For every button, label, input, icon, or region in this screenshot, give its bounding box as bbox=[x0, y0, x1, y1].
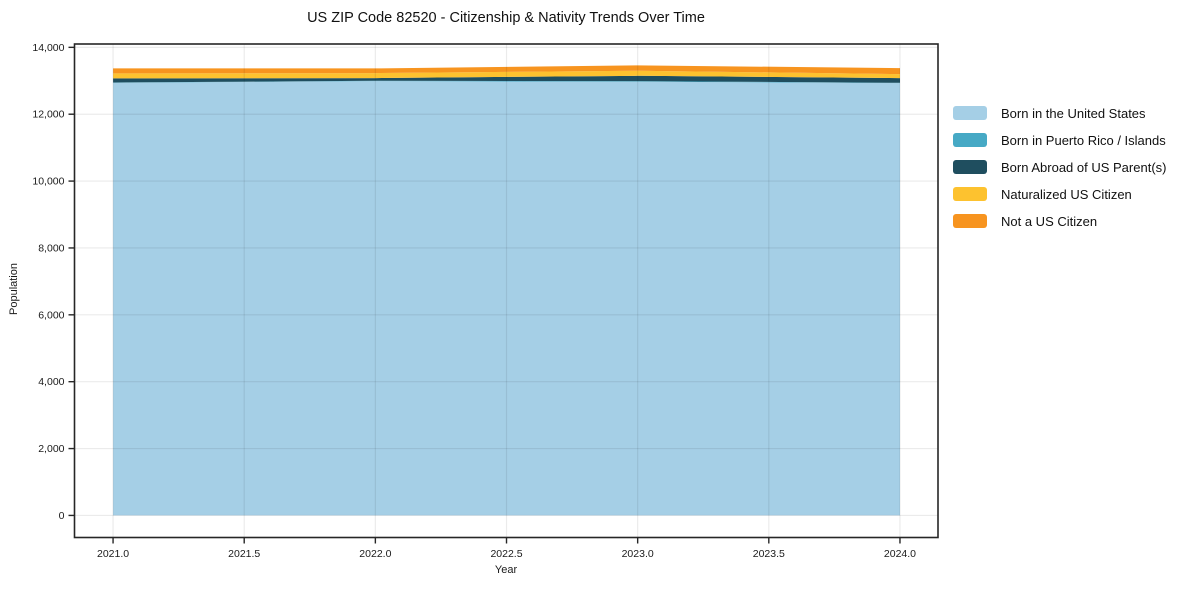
legend-item-born-in-the-united-states: Born in the United States bbox=[953, 105, 1166, 121]
area-not-a-us-citizen bbox=[113, 65, 901, 75]
area-born-in-puerto-rico-islands bbox=[113, 80, 901, 84]
y-tick-label: 2,000 bbox=[38, 443, 64, 455]
axis-ticks: 2021.0 2021.5 2022.0 2022.5 2023.0 2023.5 2024… bbox=[32, 42, 916, 560]
y-tick-label: 14,000 bbox=[32, 42, 64, 54]
x-tick-label: 2022.0 bbox=[359, 548, 391, 560]
area-born-in-the-united-states bbox=[113, 81, 901, 516]
legend-label: Born in the United States bbox=[1001, 105, 1146, 121]
y-axis-label: Population bbox=[8, 263, 20, 315]
x-tick-label: 2023.5 bbox=[753, 548, 785, 560]
legend-label: Naturalized US Citizen bbox=[1001, 186, 1132, 202]
y-tick-label: 0 bbox=[59, 510, 65, 522]
legend-label: Born Abroad of US Parent(s) bbox=[1001, 159, 1167, 175]
x-axis-label: Year bbox=[494, 564, 518, 576]
legend-item-naturalized-us-citizen: Naturalized US Citizen bbox=[953, 186, 1166, 202]
gridlines bbox=[74, 44, 938, 538]
legend-swatch bbox=[953, 187, 987, 201]
x-tick-label: 2024.0 bbox=[884, 548, 916, 560]
x-tick-label: 2021.0 bbox=[97, 548, 129, 560]
y-tick-label: 6,000 bbox=[38, 309, 64, 321]
area-born-abroad-of-us-parent-s bbox=[113, 75, 901, 83]
y-tick-label: 10,000 bbox=[32, 176, 64, 188]
legend-swatch bbox=[953, 106, 987, 120]
y-tick-label: 4,000 bbox=[38, 376, 64, 388]
legend-swatch bbox=[953, 160, 987, 174]
legend-label: Born in Puerto Rico / Islands bbox=[1001, 132, 1166, 148]
x-tick-label: 2021.5 bbox=[228, 548, 260, 560]
legend-item-born-abroad-of-us-parent-s: Born Abroad of US Parent(s) bbox=[953, 159, 1167, 175]
x-tick-label: 2023.0 bbox=[622, 548, 654, 560]
legend-swatch bbox=[953, 214, 987, 228]
chart-title: US ZIP Code 82520 - Citizenship & Nativi… bbox=[307, 10, 705, 26]
legend: Born in the United States Born in Puerto … bbox=[953, 106, 1166, 241]
y-tick-label: 12,000 bbox=[32, 109, 64, 121]
legend-item-not-a-us-citizen: Not a US Citizen bbox=[953, 213, 1166, 229]
legend-swatch bbox=[953, 133, 987, 147]
legend-item-born-in-puerto-rico-islands: Born in Puerto Rico / Islands bbox=[953, 132, 1166, 148]
y-tick-label: 8,000 bbox=[38, 242, 64, 254]
legend-label: Not a US Citizen bbox=[1001, 213, 1098, 229]
area-series-group bbox=[113, 65, 901, 516]
x-tick-label: 2022.5 bbox=[490, 548, 522, 560]
area-naturalized-us-citizen bbox=[113, 70, 901, 79]
